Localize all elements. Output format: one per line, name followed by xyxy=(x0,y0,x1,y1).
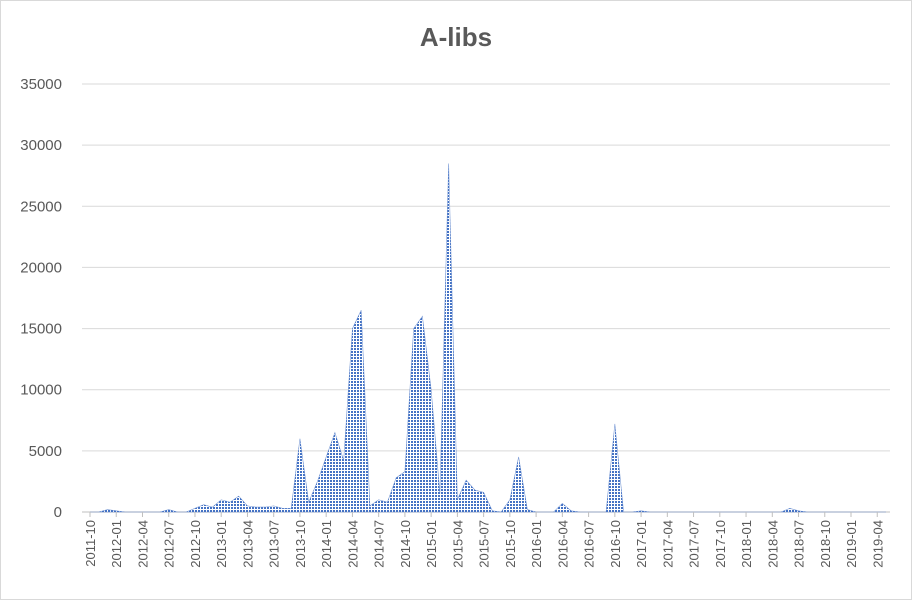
x-tick-label: 2014-04 xyxy=(345,520,360,568)
x-tick-label: 2012-01 xyxy=(109,520,124,568)
x-tick-label: 2012-10 xyxy=(188,520,203,568)
y-tick-label: 25000 xyxy=(20,198,62,215)
x-tick-label: 2016-01 xyxy=(529,520,544,568)
y-tick-label: 35000 xyxy=(20,76,62,93)
x-tick-label: 2013-01 xyxy=(214,520,229,568)
x-tick-label: 2016-10 xyxy=(608,520,623,568)
x-tick-label: 2014-01 xyxy=(319,520,334,568)
y-tick-label: 20000 xyxy=(20,259,62,276)
y-tick-label: 0 xyxy=(54,504,62,521)
x-tick-label: 2014-07 xyxy=(372,520,387,568)
chart-title: A-libs xyxy=(419,22,493,52)
x-tick-label: 2015-01 xyxy=(424,520,439,568)
x-axis: 2011-10 2012-01 2012-04 2012-07 2012-10 2013-… xyxy=(83,512,885,568)
gridlines xyxy=(82,83,890,513)
x-tick-label: 2012-07 xyxy=(162,520,177,568)
y-tick-label: 10000 xyxy=(20,382,62,399)
x-tick-label: 2013-10 xyxy=(293,520,308,568)
y-axis-ticks: 0 5000 10000 15000 20000 25000 30000 35000 xyxy=(20,76,62,521)
x-tick-label: 2016-04 xyxy=(555,520,570,568)
y-tick-label: 15000 xyxy=(20,321,62,338)
x-tick-label: 2012-04 xyxy=(135,520,150,568)
x-tick-label: 2018-10 xyxy=(818,520,833,568)
y-tick-label: 30000 xyxy=(20,137,62,154)
x-tick-label: 2018-04 xyxy=(765,520,780,568)
x-tick-label: 2018-01 xyxy=(739,520,754,568)
x-tick-label: 2017-10 xyxy=(713,520,728,568)
x-tick-label: 2017-01 xyxy=(634,520,649,568)
x-tick-label: 2015-04 xyxy=(450,520,465,568)
x-tick-label: 2015-10 xyxy=(503,520,518,568)
x-tick-label: 2017-07 xyxy=(687,520,702,568)
series-area xyxy=(90,163,886,513)
x-tick-label: 2016-07 xyxy=(582,520,597,568)
x-tick-label: 2014-10 xyxy=(398,520,413,568)
x-tick-label: 2019-04 xyxy=(870,520,885,568)
x-tick-label: 2018-07 xyxy=(792,520,807,568)
x-tick-label: 2017-04 xyxy=(660,520,675,568)
y-tick-label: 5000 xyxy=(29,443,62,460)
x-tick-label: 2019-01 xyxy=(844,520,859,568)
data-area xyxy=(90,163,886,513)
x-tick-label: 2013-07 xyxy=(267,520,282,568)
x-tick-label: 2013-04 xyxy=(240,520,255,568)
x-tick-label: 2011-10 xyxy=(83,520,98,567)
x-tick-label: 2015-07 xyxy=(477,520,492,568)
